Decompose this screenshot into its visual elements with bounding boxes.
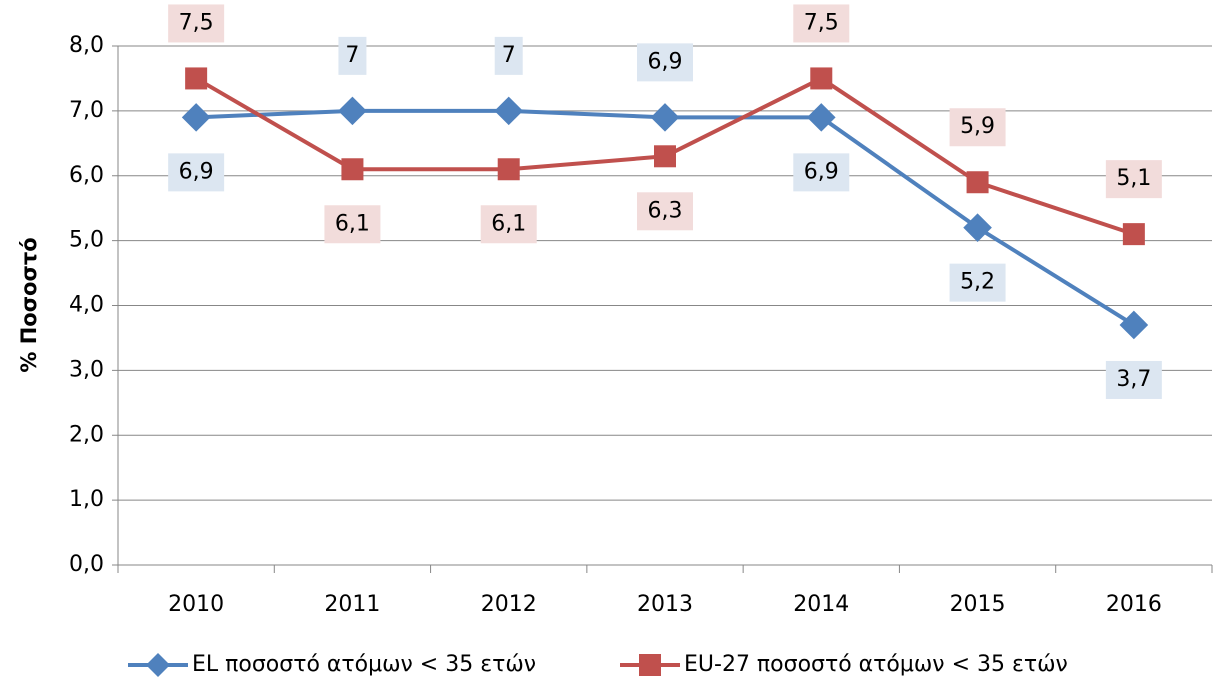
value-label: 5,2 <box>960 270 995 295</box>
value-label-bg <box>637 43 693 82</box>
value-label: 6,9 <box>179 159 214 184</box>
y-tick-label: 5,0 <box>69 228 104 253</box>
y-tick-label: 6,0 <box>69 163 104 188</box>
marker <box>806 103 836 132</box>
value-label: 3,7 <box>1116 367 1151 392</box>
value-label: 7,5 <box>179 10 214 35</box>
marker <box>810 67 833 90</box>
value-label-bg <box>793 4 850 43</box>
marker <box>497 158 520 181</box>
marker <box>1119 310 1149 340</box>
value-label-bg <box>168 153 225 192</box>
marker <box>341 158 364 181</box>
marker <box>966 171 989 194</box>
x-tick-label: 2016 <box>1106 592 1162 617</box>
value-label: 6,9 <box>648 49 683 74</box>
marker <box>338 96 367 126</box>
marker <box>650 103 680 132</box>
value-label: 6,1 <box>491 211 526 236</box>
y-tick-label: 4,0 <box>69 293 104 318</box>
marker <box>494 96 524 126</box>
value-label: 7 <box>345 43 359 68</box>
x-tick-label: 2012 <box>481 592 537 617</box>
value-label-bg <box>338 36 367 75</box>
x-tick-label: 2010 <box>168 592 224 617</box>
marker <box>654 145 676 168</box>
y-tick-label: 0,0 <box>69 552 104 577</box>
legend-marker <box>146 653 170 677</box>
value-label-bg <box>949 108 1006 147</box>
value-label: 6,9 <box>804 159 839 184</box>
value-label: 5,9 <box>960 114 995 139</box>
marker <box>185 67 208 90</box>
value-label: 6,3 <box>648 198 683 223</box>
y-tick-label: 2,0 <box>69 422 104 447</box>
value-label-bg <box>324 205 381 244</box>
y-tick-label: 1,0 <box>69 487 104 512</box>
value-label: 5,1 <box>1116 166 1151 191</box>
value-label-bg <box>1105 360 1162 399</box>
y-tick-label: 7,0 <box>69 98 104 123</box>
legend-marker <box>639 654 661 676</box>
y-tick-label: 8,0 <box>69 33 104 58</box>
value-label-bg <box>168 4 225 43</box>
legend-label: EU-27 ποσοστό ατόμων < 35 ετών <box>684 652 1068 677</box>
value-label: 7,5 <box>804 10 839 35</box>
marker <box>963 213 992 242</box>
value-label: 7 <box>502 43 516 68</box>
value-label-bg <box>637 192 693 231</box>
value-label-bg <box>480 205 537 244</box>
marker <box>181 103 211 132</box>
y-axis-title: % Ποσοστό <box>17 237 41 372</box>
y-tick-label: 3,0 <box>69 357 104 382</box>
value-label-bg <box>494 36 523 75</box>
legend-label: EL ποσοστό ατόμων < 35 ετών <box>192 652 536 677</box>
value-label: 6,1 <box>335 211 370 236</box>
marker <box>1122 223 1145 246</box>
x-tick-label: 2011 <box>324 592 380 617</box>
value-label-bg <box>949 263 1006 302</box>
x-tick-label: 2013 <box>637 592 693 617</box>
x-tick-label: 2015 <box>950 592 1006 617</box>
x-tick-label: 2014 <box>793 592 849 617</box>
value-label-bg <box>1105 160 1162 199</box>
value-label-bg <box>793 153 850 192</box>
